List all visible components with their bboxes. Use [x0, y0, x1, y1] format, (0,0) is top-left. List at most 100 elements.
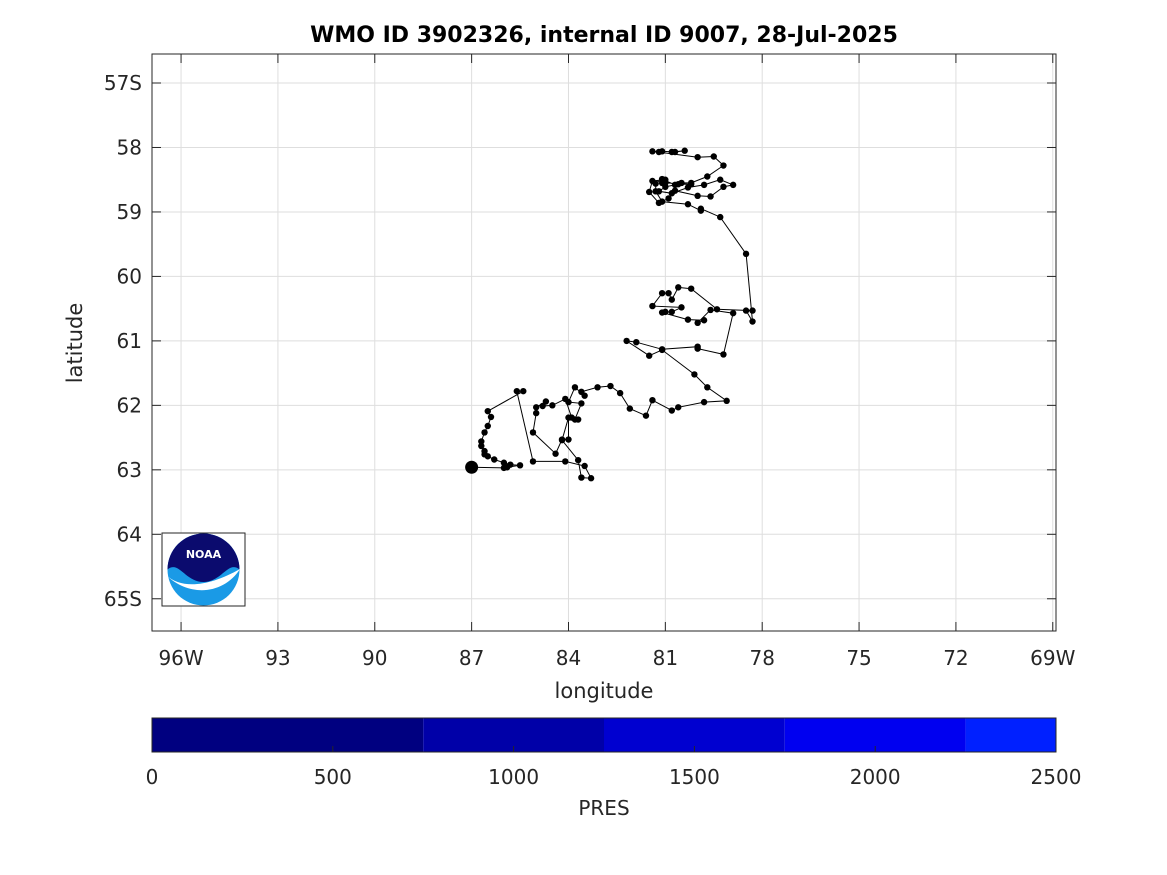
y-axis: 57S 58 59 60 61 62 63 64 65S	[104, 71, 1056, 611]
y-tick-label: 58	[117, 135, 142, 159]
profile-point	[500, 464, 508, 472]
x-axis: 96W 93 90 87 84 81 78 75 72 69W	[158, 54, 1076, 670]
y-tick-label: 60	[117, 264, 142, 288]
profile-point	[529, 429, 537, 436]
x-tick-label: 69W	[1030, 646, 1075, 670]
profile-point	[491, 456, 498, 463]
profile-point	[700, 317, 708, 324]
profile-point	[549, 402, 556, 409]
profile-point	[658, 175, 666, 183]
profile-point	[710, 153, 717, 160]
profile-point	[713, 306, 721, 313]
profile-point	[581, 392, 588, 399]
profile-point	[652, 188, 659, 195]
profile-point	[558, 436, 566, 444]
profile-point	[684, 316, 692, 323]
profile-point	[649, 302, 656, 310]
x-tick-label: 96W	[158, 646, 203, 670]
profile-point	[668, 407, 675, 414]
profile-point	[649, 397, 656, 404]
profile-point	[565, 414, 572, 421]
profile-point	[516, 462, 524, 469]
profile-point	[681, 147, 688, 154]
x-tick-label: 81	[653, 646, 678, 670]
profile-point	[646, 188, 653, 196]
profile-point	[578, 474, 585, 481]
profile-point	[675, 404, 682, 411]
profile-point	[694, 319, 701, 327]
profile-point	[655, 148, 663, 156]
colorbar-ticks: 0 500 1000 1500 2000 2500	[146, 746, 1082, 789]
colorbar-label: PRES	[578, 796, 629, 820]
profile-point	[678, 304, 685, 311]
profile-point	[574, 456, 582, 464]
profile-point	[720, 183, 727, 191]
profile-point	[571, 384, 579, 391]
profile-point	[652, 180, 659, 187]
profile-point	[484, 422, 491, 430]
colorbar-tick-label: 1500	[669, 765, 720, 789]
profile-point	[658, 346, 666, 354]
profile-point	[587, 475, 595, 482]
colorbar-tick-label: 2000	[850, 765, 901, 789]
profile-point	[478, 438, 485, 445]
profile-point	[562, 458, 569, 465]
x-tick-label: 84	[556, 646, 581, 670]
profile-point	[675, 284, 682, 291]
grid-layer	[152, 54, 1056, 631]
points-layer	[465, 147, 756, 482]
profile-point	[717, 176, 724, 183]
profile-point	[642, 412, 650, 419]
profile-point	[484, 453, 491, 460]
profile-point	[662, 183, 669, 191]
profile-point	[533, 409, 540, 417]
profile-point	[529, 458, 537, 465]
profile-point	[720, 162, 727, 169]
profile-point	[723, 397, 730, 405]
profile-point	[665, 289, 672, 297]
profile-point	[704, 384, 711, 391]
plot-frame	[151, 53, 1057, 632]
profile-point	[671, 181, 679, 189]
y-tick-label: 57S	[104, 71, 142, 95]
profile-point	[481, 429, 488, 436]
profile-point	[565, 436, 572, 443]
profile-point	[668, 308, 675, 316]
noaa-logo: NOAA	[161, 532, 246, 607]
profile-point	[539, 402, 546, 410]
profile-point	[729, 181, 737, 189]
profile-point	[484, 407, 491, 415]
profile-point	[684, 184, 692, 191]
profile-point	[749, 318, 756, 325]
svg-text:NOAA: NOAA	[186, 548, 222, 561]
profile-point	[562, 395, 569, 403]
profile-point	[694, 153, 701, 161]
profile-point	[694, 343, 701, 350]
profile-point	[707, 306, 714, 314]
profile-point	[684, 201, 692, 208]
profile-point	[578, 400, 585, 407]
profile-point	[658, 309, 666, 316]
y-tick-label: 63	[117, 458, 142, 482]
profile-point	[671, 148, 679, 156]
profile-point	[581, 462, 588, 470]
profile-point	[542, 398, 550, 405]
colorbar-frame	[151, 717, 1057, 753]
last-position-point	[465, 460, 479, 474]
profile-point	[552, 450, 559, 457]
profile-point	[668, 296, 675, 303]
profile-point	[487, 413, 495, 421]
profile-point	[694, 192, 701, 200]
profile-point	[717, 213, 724, 221]
profile-point	[633, 338, 640, 346]
x-axis-label: longitude	[555, 679, 654, 703]
colorbar-tick-label: 500	[314, 765, 352, 789]
colorbar-tick-label: 2500	[1031, 765, 1082, 789]
profile-point	[594, 384, 601, 391]
profile-point	[704, 173, 711, 180]
profile-point	[697, 205, 705, 212]
profile-point	[646, 352, 653, 359]
profile-point	[729, 309, 737, 317]
y-axis-label: latitude	[63, 303, 87, 384]
profile-point	[478, 442, 485, 450]
